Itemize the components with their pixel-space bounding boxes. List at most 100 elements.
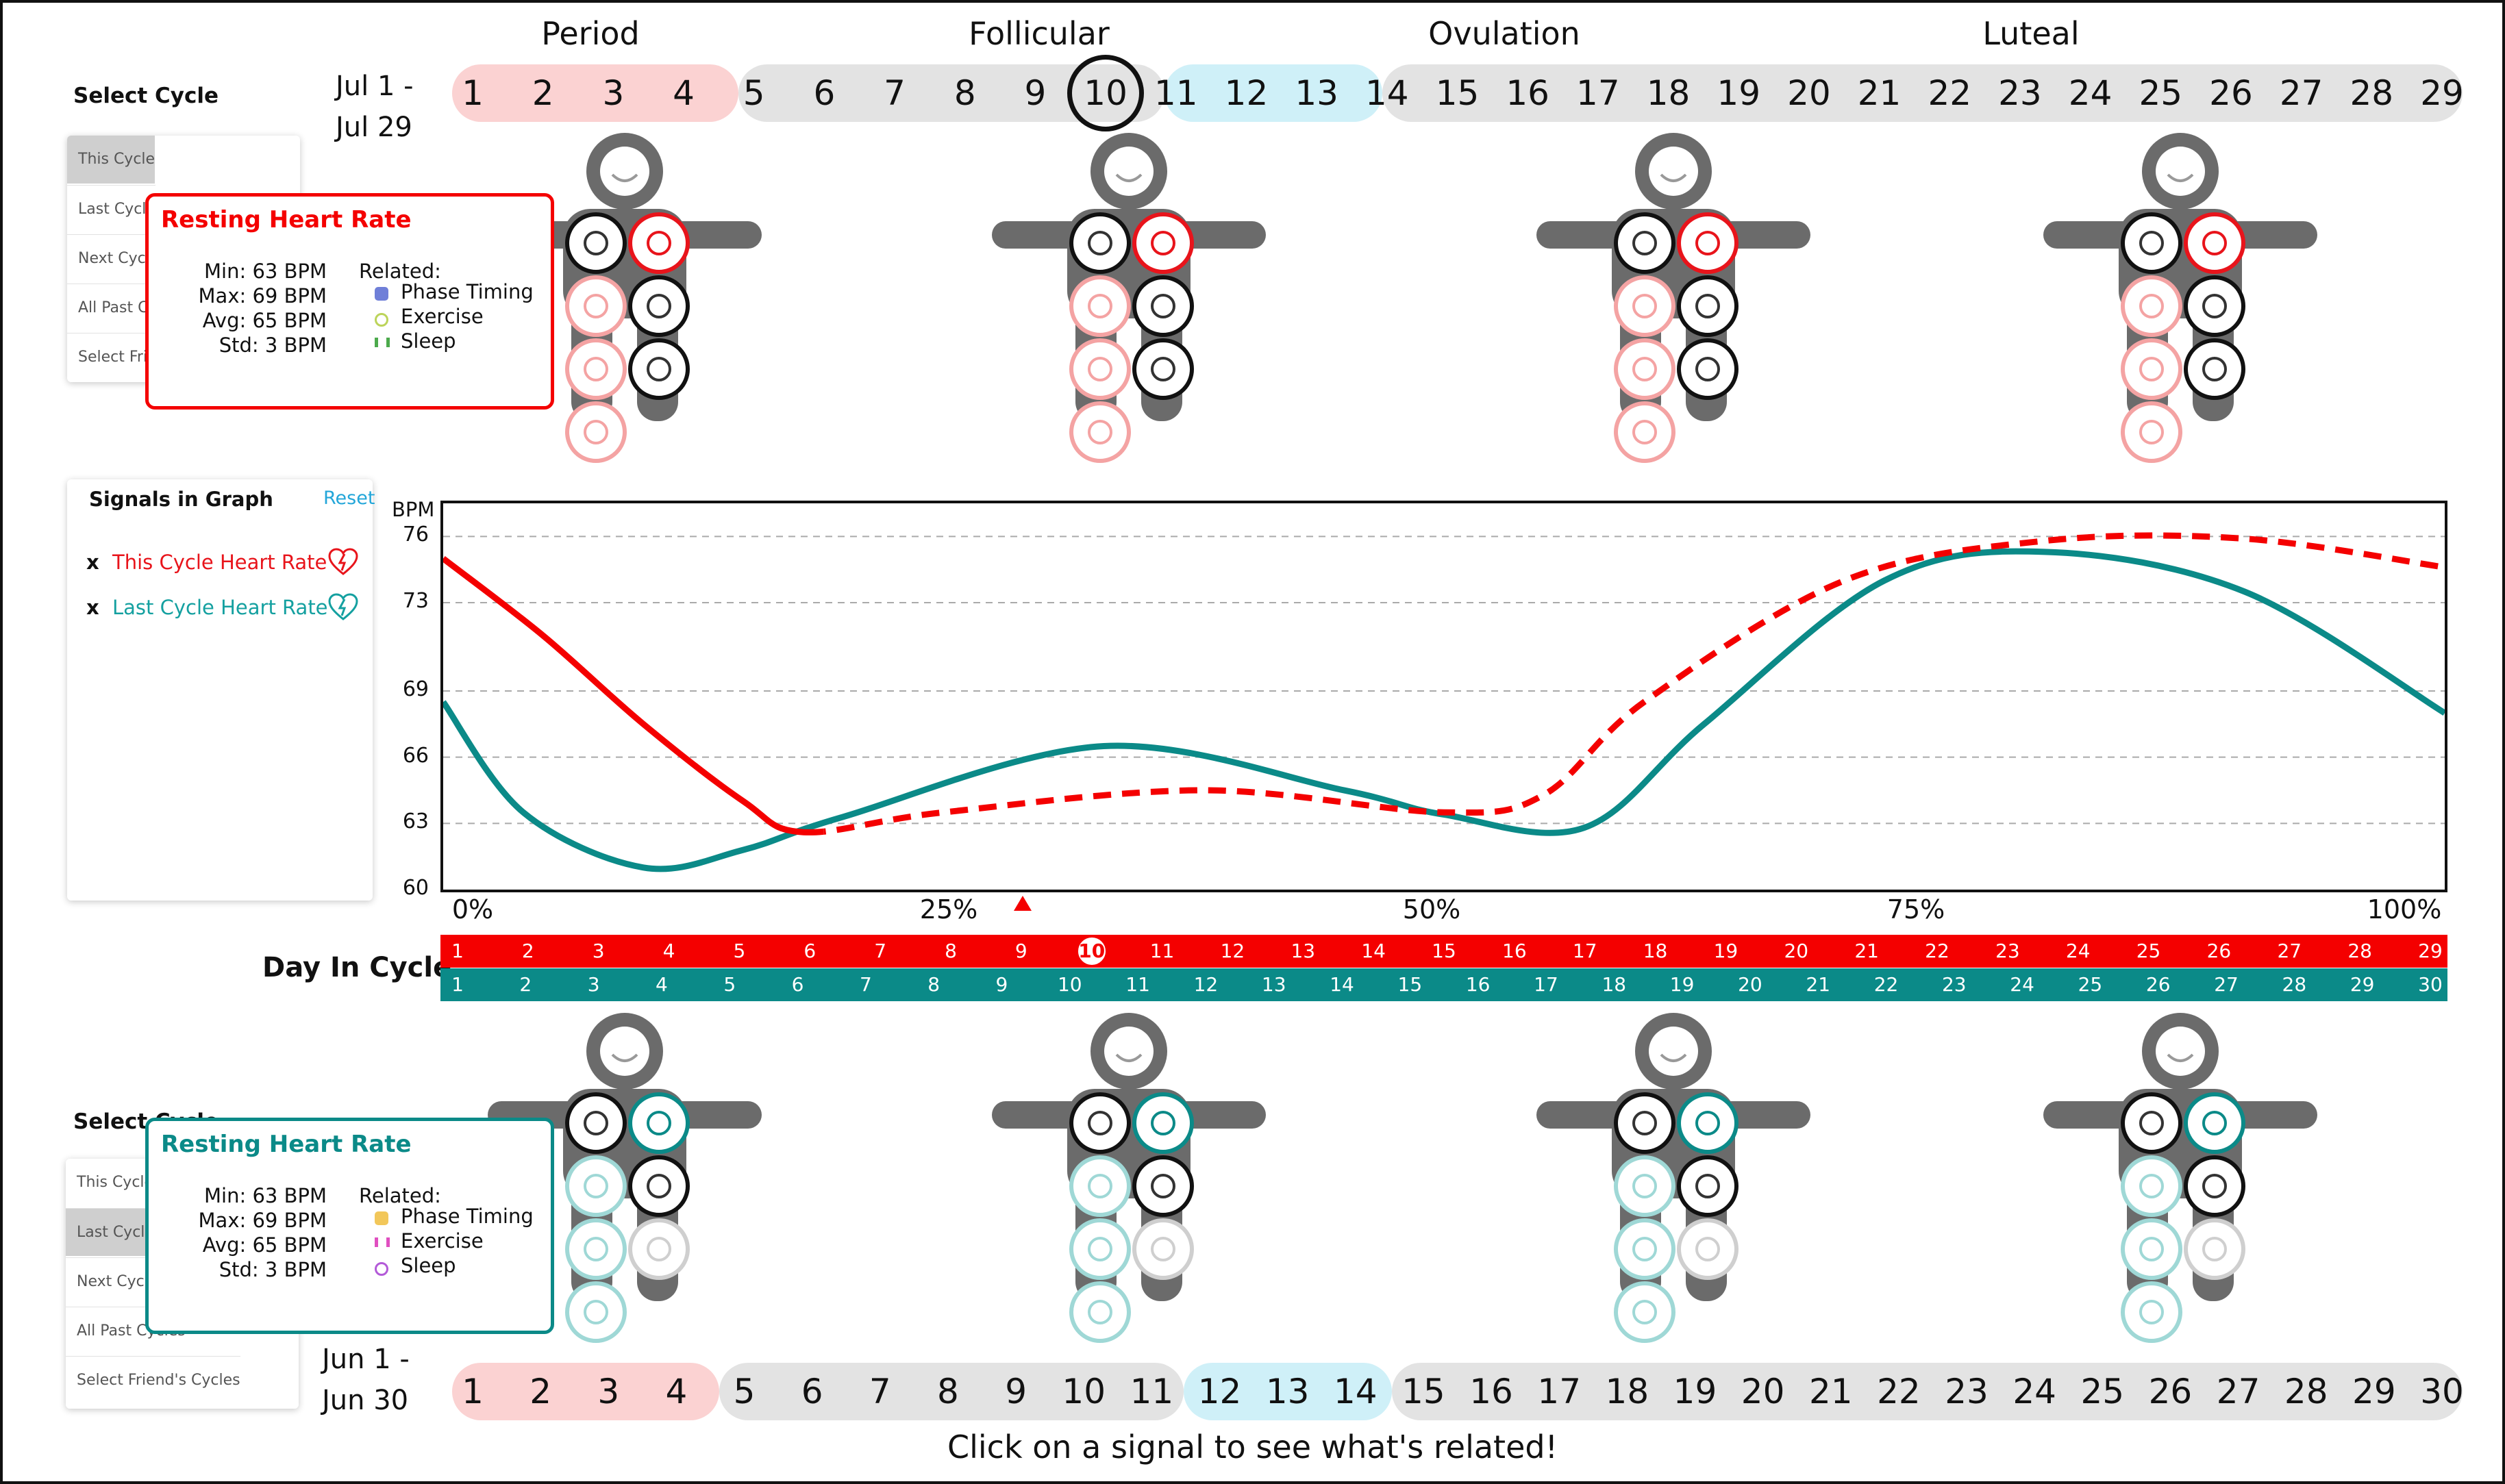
sleep-icon[interactable]: [565, 1281, 627, 1343]
related-exercise[interactable]: Exercise: [401, 305, 484, 328]
day-11[interactable]: 11: [1130, 1372, 1174, 1411]
heart-rate-icon[interactable]: [1677, 1092, 1738, 1154]
strip-day-19[interactable]: 19: [1713, 940, 1738, 962]
day-24[interactable]: 24: [2012, 1372, 2056, 1411]
heart-rate-chart[interactable]: [440, 501, 2447, 892]
strip-day-2[interactable]: 2: [519, 973, 532, 996]
sleep-icon[interactable]: [1614, 1281, 1675, 1343]
related-sleep[interactable]: Sleep: [401, 1254, 456, 1277]
day-4[interactable]: 4: [665, 1372, 688, 1411]
strip-day-29[interactable]: 29: [2418, 940, 2443, 962]
strip-day-1[interactable]: 1: [451, 940, 464, 962]
day-2[interactable]: 2: [532, 73, 554, 113]
thermometer-icon[interactable]: [1069, 212, 1131, 274]
strip-day-22[interactable]: 22: [1873, 973, 1899, 996]
dumbbell-icon[interactable]: [1614, 338, 1675, 400]
strip-day-6[interactable]: 6: [803, 940, 817, 962]
strip-day-15[interactable]: 15: [1432, 940, 1456, 962]
last-cycle-day-strip[interactable]: 1 2 3 4 5 6 7 8 9 10 11 12 13 14 15 16 17 18 19 20 21 22 23 24 2…: [440, 968, 2447, 1001]
top-cycle-day-bar[interactable]: 1 2 3 4 5 6 7 8 9 10 11 12 13 14 15 16 17 18 19 20 21 22 23 24 2…: [452, 55, 2464, 131]
day-15[interactable]: 15: [1435, 73, 1480, 113]
body-icon[interactable]: [1132, 1155, 1194, 1217]
sleep-icon[interactable]: [1069, 1281, 1131, 1343]
strip-day-6[interactable]: 6: [791, 973, 804, 996]
day-13[interactable]: 13: [1295, 73, 1338, 113]
strip-day-13[interactable]: 13: [1261, 973, 1286, 996]
day-25[interactable]: 25: [2080, 1372, 2125, 1411]
sleep-icon[interactable]: [1069, 401, 1131, 463]
day-8[interactable]: 8: [937, 1372, 959, 1411]
day-13[interactable]: 13: [1265, 1372, 1310, 1411]
day-19[interactable]: 19: [1673, 1372, 1717, 1411]
strip-day-29[interactable]: 29: [2350, 973, 2375, 996]
calendar-icon[interactable]: [1069, 1155, 1131, 1217]
signal-this-cycle-heart-rate[interactable]: This Cycle Heart Rate: [112, 551, 327, 574]
strip-day-20[interactable]: 20: [1738, 973, 1762, 996]
thermometer-icon[interactable]: [2121, 212, 2182, 274]
day-7[interactable]: 7: [884, 73, 906, 113]
dumbbell-icon[interactable]: [2121, 338, 2182, 400]
calendar-icon[interactable]: [565, 275, 627, 337]
strip-day-10[interactable]: 10: [1057, 973, 1082, 996]
cycle-option-this[interactable]: This Cycle: [77, 1174, 154, 1191]
cycle-option-last[interactable]: Last Cycle: [67, 185, 155, 233]
mood-icon[interactable]: [2184, 338, 2245, 400]
strip-day-11[interactable]: 11: [1149, 940, 1175, 962]
body-icon[interactable]: [2184, 1155, 2245, 1217]
thermometer-icon[interactable]: [2121, 1092, 2182, 1154]
strip-day-18[interactable]: 18: [1643, 940, 1668, 962]
thermometer-icon[interactable]: [1614, 1092, 1675, 1154]
day-18[interactable]: 18: [1646, 73, 1691, 113]
day-27[interactable]: 27: [2279, 73, 2323, 113]
day-20[interactable]: 20: [1741, 1372, 1785, 1411]
day-28[interactable]: 28: [2350, 73, 2394, 113]
strip-day-28[interactable]: 28: [2282, 973, 2307, 996]
strip-day-3[interactable]: 3: [592, 940, 605, 962]
day-22[interactable]: 22: [1877, 1372, 1921, 1411]
strip-day-13[interactable]: 13: [1291, 940, 1316, 962]
sleep-icon[interactable]: [2121, 1281, 2182, 1343]
dumbbell-icon[interactable]: [565, 1218, 627, 1280]
day-6[interactable]: 6: [801, 1372, 823, 1411]
day-22[interactable]: 22: [1928, 73, 1972, 113]
strip-day-16[interactable]: 16: [1502, 940, 1527, 962]
sleep-icon[interactable]: [1614, 401, 1675, 463]
signal-last-cycle-heart-rate[interactable]: Last Cycle Heart Rate: [112, 596, 328, 619]
strip-day-21[interactable]: 21: [1806, 973, 1831, 996]
strip-day-27[interactable]: 27: [2277, 940, 2302, 962]
day-9[interactable]: 9: [1024, 73, 1047, 113]
strip-day-12[interactable]: 12: [1193, 973, 1219, 996]
day-8[interactable]: 8: [954, 73, 976, 113]
reset-link[interactable]: Reset: [323, 488, 375, 509]
day-25[interactable]: 25: [2139, 73, 2183, 113]
day-2[interactable]: 2: [529, 1372, 552, 1411]
mood-icon[interactable]: [1132, 338, 1194, 400]
strip-day-4[interactable]: 4: [656, 973, 668, 996]
day-23[interactable]: 23: [1998, 73, 2042, 113]
dumbbell-icon[interactable]: [1069, 338, 1131, 400]
calendar-icon[interactable]: [2121, 1155, 2182, 1217]
strip-day-11[interactable]: 11: [1125, 973, 1150, 996]
dumbbell-icon[interactable]: [2121, 1218, 2182, 1280]
calendar-icon[interactable]: [1614, 275, 1675, 337]
strip-day-25[interactable]: 25: [2136, 940, 2161, 962]
heart-rate-icon[interactable]: [2184, 1092, 2245, 1154]
day-29[interactable]: 29: [2420, 73, 2464, 113]
strip-day-8[interactable]: 8: [945, 940, 957, 962]
day-5[interactable]: 5: [733, 1372, 756, 1411]
cycle-option-next[interactable]: Next Cycle: [66, 1257, 158, 1305]
cycle-option-friends[interactable]: Select Friend's Cycles: [66, 1356, 240, 1404]
day-30[interactable]: 30: [2420, 1372, 2464, 1411]
thermometer-icon[interactable]: [1069, 1092, 1131, 1154]
strip-day-15[interactable]: 15: [1397, 973, 1423, 996]
mood-icon[interactable]: [1677, 338, 1738, 400]
day-12[interactable]: 12: [1224, 73, 1269, 113]
related-sleep[interactable]: Sleep: [401, 329, 456, 353]
strip-day-9[interactable]: 9: [995, 973, 1008, 996]
day-14[interactable]: 14: [1333, 1372, 1378, 1411]
day-3[interactable]: 3: [597, 1372, 620, 1411]
related-phase-timing[interactable]: Phase Timing: [401, 280, 534, 303]
strip-day-25[interactable]: 25: [2078, 973, 2103, 996]
bottom-cycle-day-bar[interactable]: 1 2 3 4 5 6 7 8 9 10 11 12 13 14 15 16 17 18 19 20 21 22 23 24 2…: [452, 1363, 2464, 1420]
body-icon[interactable]: [1132, 275, 1194, 337]
